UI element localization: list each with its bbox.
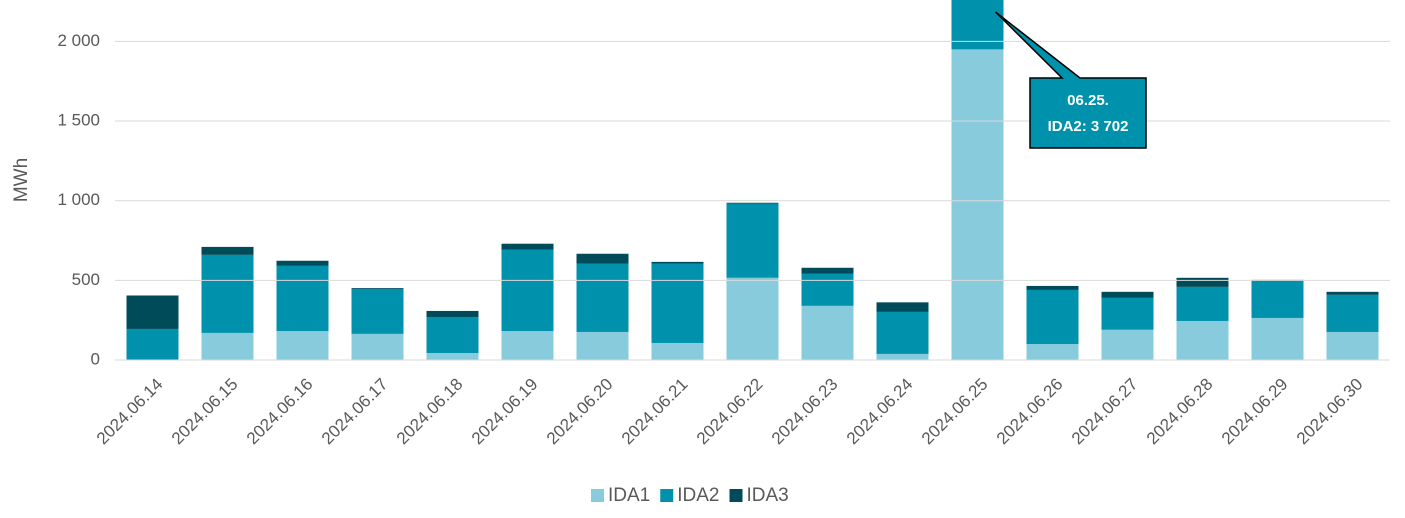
bar-segment [1176, 320, 1229, 360]
bar-segment [1026, 289, 1079, 345]
x-tick-label: 2024.06.27 [1068, 375, 1142, 449]
x-tick-label: 2024.06.19 [468, 375, 542, 449]
bar-segment [1326, 294, 1379, 332]
bar-segment [1101, 291, 1154, 298]
x-tick-label: 2024.06.24 [843, 375, 917, 449]
y-tick-label: 2 000 [57, 31, 100, 50]
x-tick-label: 2024.06.20 [543, 375, 617, 449]
x-tick-label: 2024.06.25 [918, 375, 992, 449]
bar-segment [1251, 317, 1304, 360]
bar-segment [426, 316, 479, 353]
bar-segment [501, 243, 554, 250]
x-tick-label: 2024.06.16 [243, 375, 317, 449]
bar-segment [576, 331, 629, 360]
x-tick-label: 2024.06.29 [1218, 375, 1292, 449]
bar-segment [876, 311, 929, 354]
bar-segment [1326, 291, 1379, 295]
y-tick-label: 1 500 [57, 111, 100, 130]
x-tick-label: 2024.06.28 [1143, 375, 1217, 449]
bar-segment [576, 263, 629, 332]
callout-box [994, 11, 1147, 149]
y-tick-label: 0 [91, 349, 100, 368]
bar-segment [351, 288, 404, 289]
x-tick-label: 2024.06.22 [693, 375, 767, 449]
bar-segment [651, 261, 704, 264]
bar-segment [351, 288, 404, 334]
bar-segment [201, 254, 254, 333]
bar-segment [501, 249, 554, 332]
bar-segment [1176, 286, 1229, 321]
bar-segment [1026, 344, 1079, 360]
bar-segment [126, 328, 179, 360]
bar-segment [651, 342, 704, 360]
bar-segment [1176, 277, 1229, 287]
x-tick-label: 2024.06.15 [168, 375, 242, 449]
bar-segment [726, 202, 779, 204]
bar-segment [126, 295, 179, 329]
bar-segment [801, 267, 854, 274]
x-tick-label: 2024.06.23 [768, 375, 842, 449]
legend-swatch [591, 489, 604, 502]
legend-label: IDA2 [677, 485, 719, 506]
x-tick-label: 2024.06.18 [393, 375, 467, 449]
callout-text: 06.25. [1067, 92, 1109, 109]
legend-swatch [729, 489, 743, 502]
bar-segment [276, 331, 329, 360]
bar-segment [576, 253, 629, 264]
bar-segment [951, 0, 1004, 50]
bar-segment [1251, 280, 1304, 318]
bar-segment [801, 305, 854, 360]
bar-segment [801, 273, 854, 306]
plot-area [126, 0, 1379, 361]
bar-segment [876, 302, 929, 312]
bar-segment [876, 353, 929, 360]
bar-segment [276, 265, 329, 332]
x-tick-label: 2024.06.26 [993, 375, 1067, 449]
bar-segment [501, 331, 554, 360]
bar-segment [651, 263, 704, 343]
bar-segment [726, 277, 779, 360]
bar-segment [426, 352, 479, 360]
callout-text: IDA2: 3 702 [1048, 118, 1129, 135]
x-tick-label: 2024.06.17 [318, 375, 392, 449]
y-tick-label: 500 [72, 270, 100, 289]
x-tick-label: 2024.06.14 [93, 375, 167, 449]
y-axis-title: MWh [11, 158, 32, 202]
y-tick-label: 1 000 [57, 190, 100, 209]
x-tick-label: 2024.06.21 [618, 375, 692, 449]
bar-segment [1101, 329, 1154, 360]
bar-segment [1326, 331, 1379, 360]
bar-segment [426, 310, 479, 317]
bar-segment [951, 49, 1004, 361]
bar-segment [201, 246, 254, 255]
bar-segment [351, 333, 404, 360]
bar-segment [1101, 297, 1154, 330]
legend-label: IDA3 [747, 485, 789, 506]
bar-segment [726, 203, 779, 278]
x-tick-label: 2024.06.30 [1293, 375, 1367, 449]
bar-segment [201, 332, 254, 360]
bar-segment [276, 260, 329, 266]
legend-label: IDA1 [608, 485, 650, 506]
bar-segment [1026, 285, 1079, 290]
legend-swatch [660, 489, 674, 502]
